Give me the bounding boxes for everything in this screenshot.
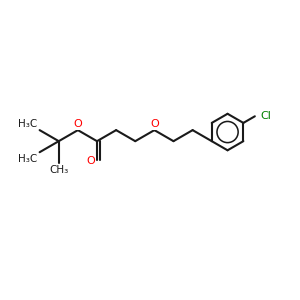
Text: H₃C: H₃C <box>18 118 37 129</box>
Text: O: O <box>74 118 82 129</box>
Text: CH₃: CH₃ <box>49 165 68 175</box>
Text: H₃C: H₃C <box>18 154 37 164</box>
Text: Cl: Cl <box>260 111 271 121</box>
Text: O: O <box>86 156 95 167</box>
Text: O: O <box>150 118 159 129</box>
